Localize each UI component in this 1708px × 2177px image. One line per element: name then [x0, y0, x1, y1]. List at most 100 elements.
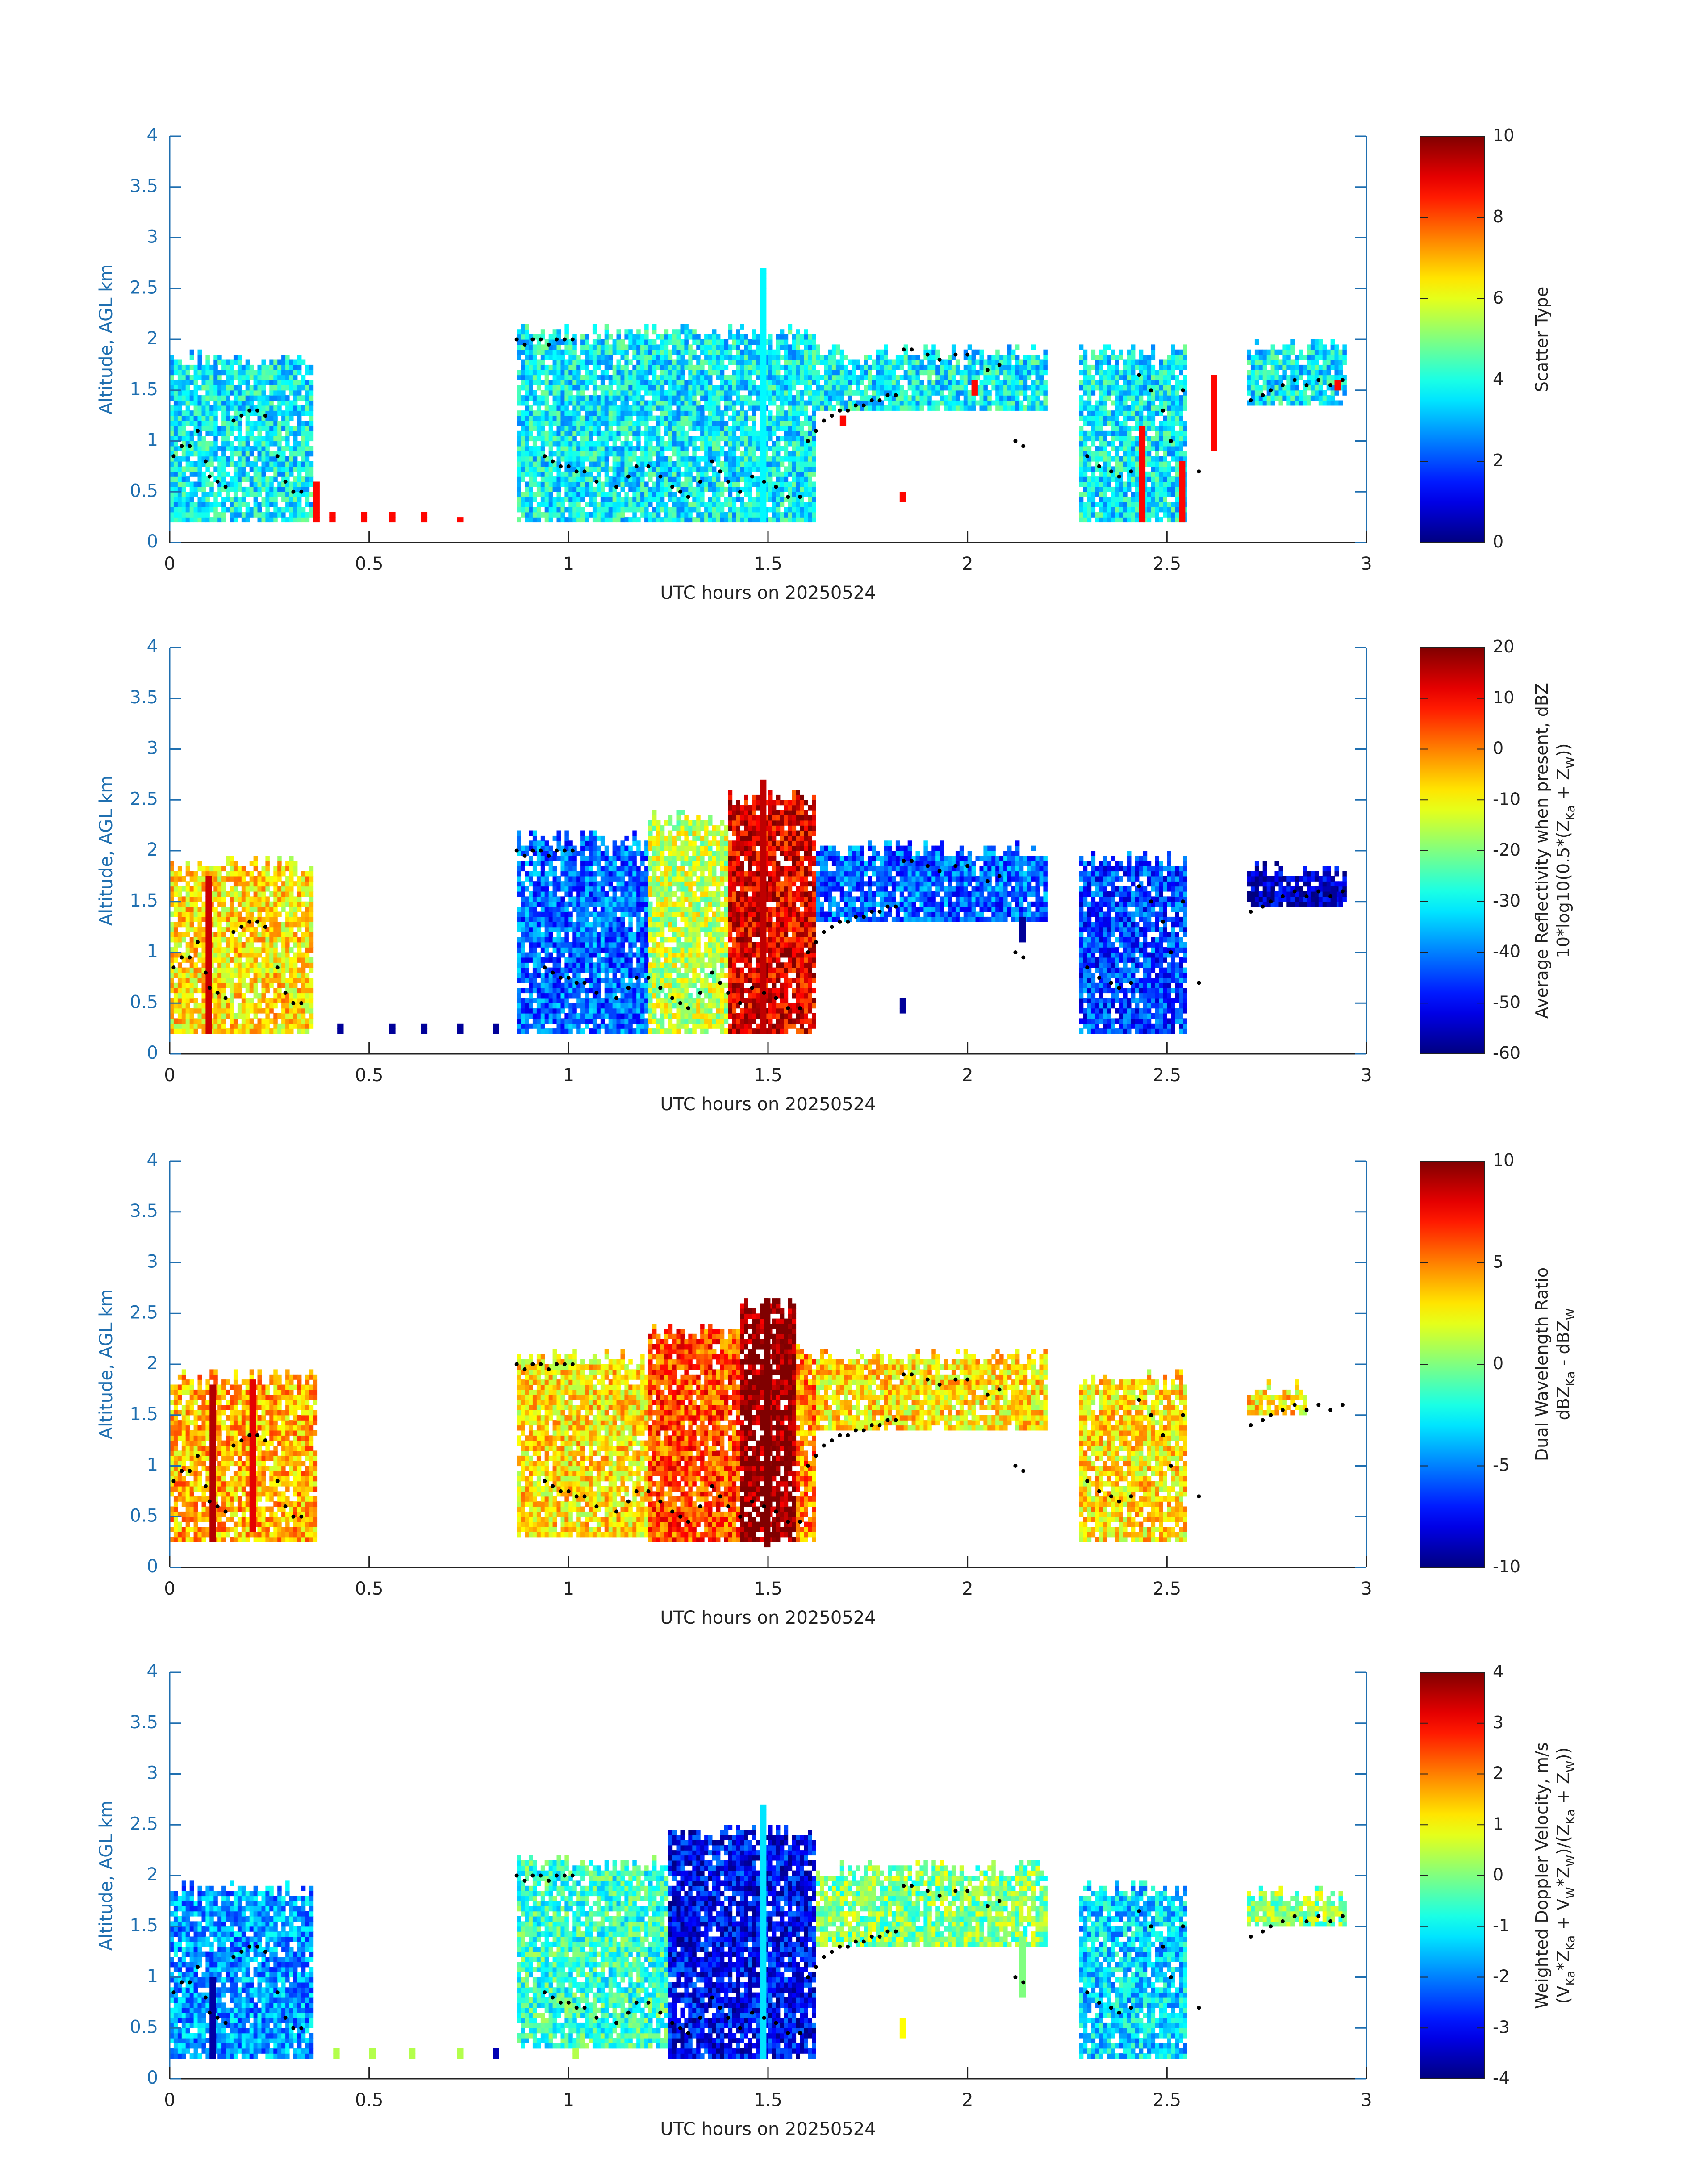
data-cell — [732, 334, 737, 340]
data-cell — [1175, 395, 1179, 401]
data-cell — [1254, 370, 1259, 376]
data-cell — [700, 385, 705, 391]
data-cell — [1111, 421, 1115, 426]
data-cell — [201, 370, 206, 376]
data-cell — [788, 380, 793, 385]
data-cell — [517, 451, 521, 457]
data-cell — [1115, 461, 1119, 467]
data-cell — [668, 492, 673, 497]
data-cell — [756, 364, 760, 370]
data-cell — [692, 355, 697, 360]
data-cell — [776, 436, 781, 442]
data-cell — [919, 380, 924, 385]
data-cell — [1079, 461, 1084, 467]
data-cell — [529, 385, 533, 391]
data-cell — [600, 436, 605, 442]
data-cell — [1023, 380, 1028, 385]
data-cell — [1115, 507, 1119, 513]
data-cell — [233, 436, 238, 442]
data-cell — [835, 400, 840, 406]
data-cell — [971, 349, 976, 355]
data-cell — [273, 502, 278, 507]
data-cell — [680, 471, 685, 477]
data-cell — [1087, 390, 1092, 396]
data-cell — [967, 400, 972, 406]
data-cell — [632, 410, 637, 416]
data-cell — [1247, 355, 1251, 360]
data-cell — [891, 405, 896, 411]
data-cell — [1115, 436, 1119, 442]
data-cell — [684, 507, 689, 513]
data-cell — [684, 481, 689, 487]
data-cell — [309, 507, 314, 513]
data-cell — [676, 400, 681, 406]
data-cell — [1023, 385, 1028, 391]
data-cell — [1091, 512, 1096, 518]
data-cell — [1031, 344, 1036, 350]
data-cell — [1147, 364, 1152, 370]
data-cell — [1183, 400, 1187, 406]
data-cell — [572, 492, 577, 497]
data-cell — [604, 430, 609, 436]
data-cell — [572, 456, 577, 462]
data-cell — [205, 446, 210, 451]
data-cell — [748, 339, 752, 345]
data-cell — [1167, 380, 1171, 385]
data-cell — [309, 430, 314, 436]
data-cell — [305, 456, 310, 462]
data-cell — [688, 385, 693, 391]
data-cell — [728, 405, 733, 411]
data-cell — [632, 476, 637, 482]
data-cell — [812, 375, 816, 380]
data-cell — [181, 497, 186, 502]
data-cell — [521, 497, 525, 502]
data-cell — [1151, 497, 1156, 502]
data-cell — [1011, 390, 1016, 396]
data-cell — [712, 456, 717, 462]
data-cell — [652, 339, 657, 345]
data-cell — [572, 359, 577, 365]
data-cell — [269, 436, 274, 442]
data-cell — [1147, 446, 1152, 451]
data-cell — [1103, 512, 1107, 518]
data-cell — [632, 390, 637, 396]
data-cell — [736, 344, 740, 350]
data-cell — [664, 502, 669, 507]
data-cell — [1151, 380, 1156, 385]
data-cell — [213, 415, 218, 421]
data-cell — [540, 395, 545, 401]
data-cell — [572, 415, 577, 421]
data-cell — [660, 359, 665, 365]
data-cell — [856, 364, 860, 370]
data-cell — [792, 405, 797, 411]
data-cell — [768, 456, 773, 462]
data-cell — [720, 355, 725, 360]
data-cell — [612, 481, 617, 487]
data-cell — [716, 400, 721, 406]
data-cell — [596, 517, 601, 523]
data-cell — [213, 492, 218, 497]
data-cell — [1039, 370, 1044, 376]
data-cell — [568, 395, 573, 401]
data-cell — [624, 395, 629, 401]
data-cell — [1159, 385, 1163, 391]
data-cell — [517, 492, 521, 497]
data-cell — [1043, 395, 1048, 401]
data-cell — [716, 461, 721, 467]
data-cell — [668, 461, 673, 467]
data-cell — [772, 492, 777, 497]
data-cell — [656, 405, 661, 411]
data-cell — [1123, 466, 1128, 472]
data-cell — [640, 430, 645, 436]
data-cell — [744, 446, 748, 451]
data-cell — [185, 430, 190, 436]
data-cell — [221, 410, 226, 416]
data-cell — [277, 461, 282, 467]
data-cell — [556, 364, 561, 370]
data-cell — [525, 471, 529, 477]
data-cell — [648, 380, 653, 385]
data-cell — [959, 380, 964, 385]
data-cell — [1123, 507, 1128, 513]
data-cell — [205, 421, 210, 426]
data-cell — [1095, 517, 1099, 523]
